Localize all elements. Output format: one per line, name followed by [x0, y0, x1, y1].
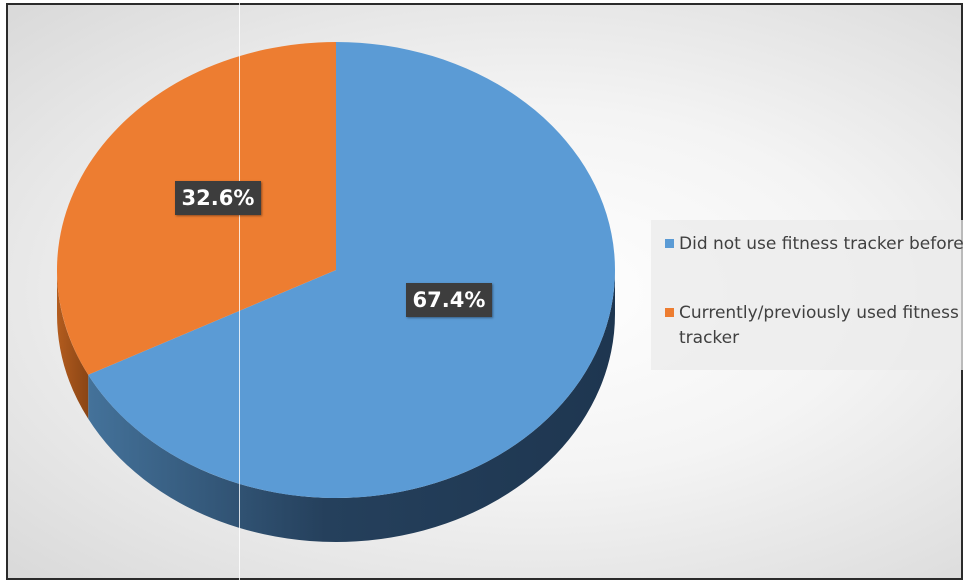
legend-label: Currently/previously used fitness tracke…: [679, 303, 959, 348]
legend: Did not use fitness tracker before Curre…: [651, 220, 964, 370]
data-label-1: 32.6%: [174, 181, 262, 215]
pie-side-0: [88, 270, 615, 543]
data-label-0: 67.4%: [405, 283, 493, 317]
pie-side-1: [57, 270, 89, 419]
legend-swatch-blue: [665, 239, 674, 248]
pie-slice-0: [88, 42, 615, 498]
legend-swatch-orange: [665, 308, 674, 317]
vertical-guide-line: [239, 0, 240, 584]
legend-label: Did not use fitness tracker before: [679, 234, 964, 254]
